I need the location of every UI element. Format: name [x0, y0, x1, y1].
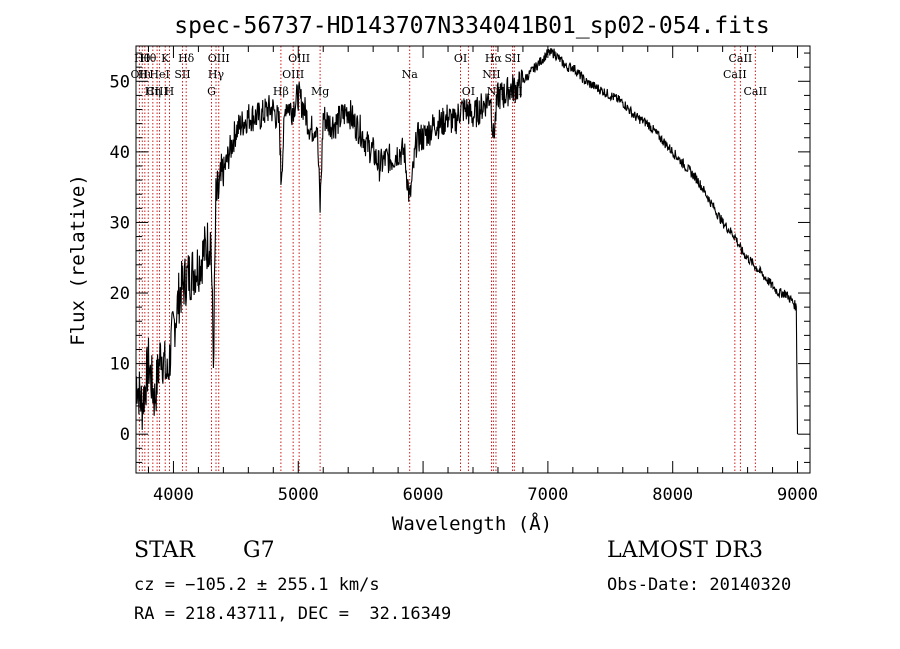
line-marker-label: Hθ	[140, 52, 157, 65]
line-marker-label: OI	[454, 52, 467, 65]
line-marker-label: HeI	[149, 68, 169, 81]
y-tick-label: 50	[110, 72, 130, 92]
line-marker-label: CaII	[723, 68, 747, 81]
line-marker-label: OIII	[288, 52, 310, 65]
coordinates: RA = 218.43711, DEC = 32.16349	[134, 604, 452, 624]
line-marker-label: Hη	[145, 85, 161, 98]
line-marker-label: Mg	[311, 85, 329, 98]
line-marker-label: Hθ	[134, 52, 151, 65]
spectrum-line	[135, 48, 799, 435]
line-marker-label: Hι	[138, 68, 152, 81]
x-axis-label: Wavelength (Å)	[392, 512, 552, 535]
line-marker-label: Hβ	[273, 85, 289, 98]
line-marker-label: G	[207, 85, 216, 98]
line-marker-label: K	[161, 52, 170, 65]
line-marker-label: Hα	[485, 52, 503, 65]
obs-date: Obs-Date: 20140320	[607, 575, 792, 595]
chart-title: spec-56737-HD143707N334041B01_sp02-054.f…	[174, 13, 769, 39]
line-marker-label: CaII	[743, 85, 767, 98]
line-marker-label: Hγ	[208, 68, 225, 81]
line-marker-label: CaII	[729, 52, 753, 65]
line-marker-label: Na	[402, 68, 419, 81]
y-tick-label: 10	[110, 355, 130, 375]
line-marker-label: OIII	[208, 52, 230, 65]
survey-label: LAMOST DR3	[607, 538, 763, 563]
y-axis-label: Flux (relative)	[67, 174, 89, 346]
redshift-readout: cz = −105.2 ± 255.1 km/s	[134, 575, 380, 595]
x-tick-label: 6000	[403, 485, 444, 505]
y-tick-label: 0	[120, 425, 130, 445]
axis-ticks	[136, 46, 810, 473]
star-label: STAR	[134, 538, 195, 563]
y-tick-label: 20	[110, 284, 130, 304]
spectral-type: G7	[243, 538, 275, 563]
line-marker-label: SII	[174, 68, 190, 81]
x-tick-label: 9000	[777, 485, 818, 505]
axis-tick-labels: 4000 5000 6000 7000 8000 9000 0 10 20 30 40 50	[110, 72, 818, 505]
line-marker-label: OI	[462, 85, 475, 98]
line-marker-label: OII	[131, 68, 149, 81]
plot-frame	[135, 45, 811, 474]
line-marker-label: NII	[482, 68, 500, 81]
x-tick-label: 4000	[153, 485, 194, 505]
x-tick-label: 5000	[278, 485, 319, 505]
x-tick-label: 7000	[527, 485, 568, 505]
y-tick-label: 40	[110, 143, 130, 163]
line-marker-label: Hδ	[178, 52, 195, 65]
line-marker-label: H	[165, 85, 175, 98]
line-marker-label: CIII	[146, 85, 167, 98]
line-marker-label: OIII	[282, 68, 304, 81]
line-marker-label: SII	[504, 52, 520, 65]
x-tick-label: 8000	[652, 485, 693, 505]
y-tick-label: 30	[110, 213, 130, 233]
